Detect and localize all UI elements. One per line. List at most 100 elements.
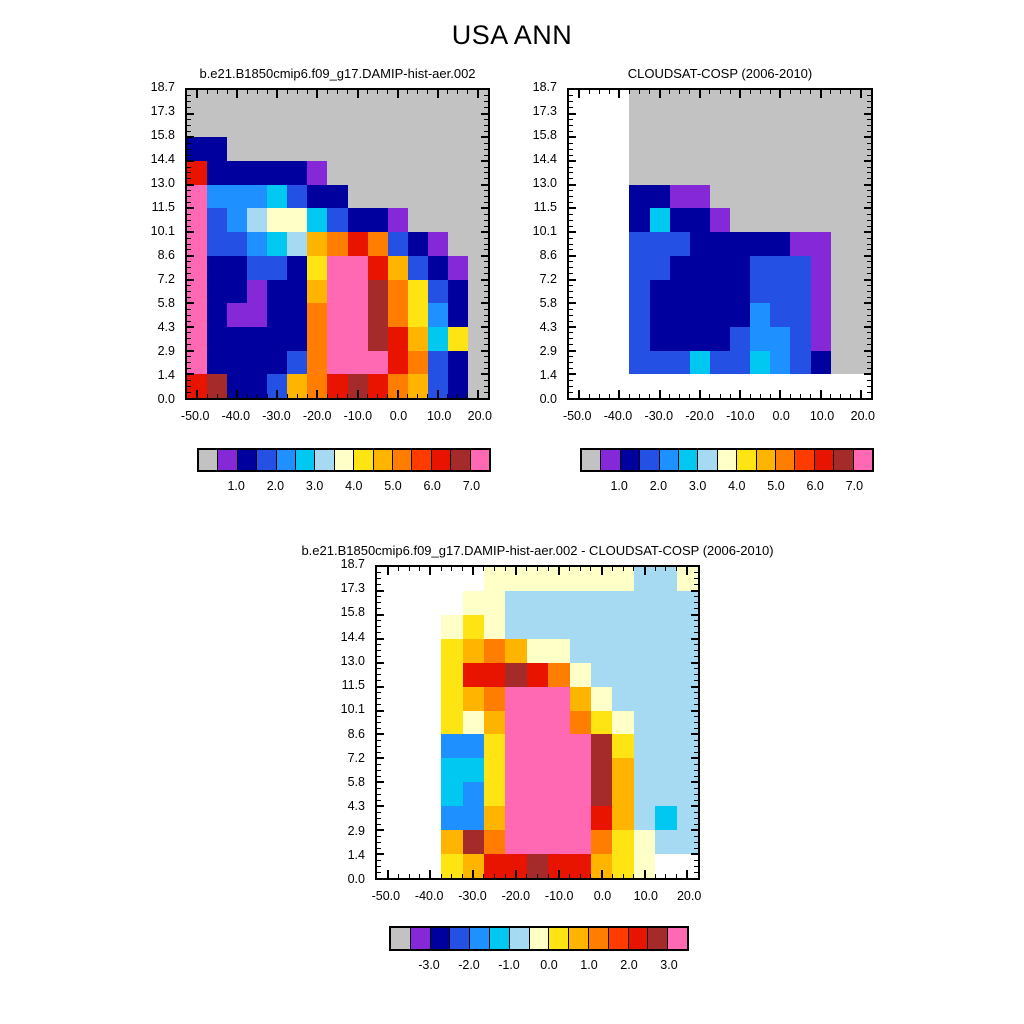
- heatmap-cell: [730, 232, 751, 256]
- axis-tick: [590, 567, 592, 571]
- heatmap-cell: [307, 374, 328, 398]
- axis-tick: [789, 90, 791, 94]
- heatmap-cell: [247, 184, 268, 209]
- colorbar-tick-label: 2.0: [649, 479, 668, 493]
- axis-tick: [472, 567, 475, 575]
- heatmap-cell: [387, 279, 408, 304]
- heatmap-cell: [655, 734, 677, 759]
- heatmap-cell: [676, 758, 698, 783]
- x-tick-label: 0.0: [772, 409, 790, 423]
- axis-tick: [504, 567, 506, 571]
- axis-tick: [694, 602, 698, 604]
- heatmap-cell: [467, 232, 488, 256]
- axis-tick: [417, 394, 419, 398]
- heatmap-cell: [790, 255, 811, 280]
- heatmap-cell: [612, 614, 634, 639]
- heatmap-cell: [655, 806, 677, 831]
- axis-tick: [569, 254, 576, 257]
- axis-tick: [377, 674, 381, 676]
- heatmap-cell: [327, 161, 348, 185]
- axis-tick: [694, 632, 698, 634]
- heatmap-cell: [484, 662, 506, 687]
- axis-tick: [187, 349, 194, 352]
- axis-tick: [187, 314, 191, 316]
- axis-tick: [569, 367, 573, 369]
- axis-tick: [286, 90, 288, 94]
- axis-tick: [377, 763, 381, 765]
- axis-tick: [484, 284, 488, 286]
- axis-tick: [698, 90, 701, 98]
- axis-tick: [377, 733, 384, 736]
- axis-tick: [779, 90, 782, 98]
- colorbar-segment-gray: [582, 450, 602, 470]
- axis-tick: [694, 763, 698, 765]
- heatmap-cell: [484, 806, 506, 831]
- y-tick-label: 5.8: [539, 296, 557, 310]
- axis-tick: [867, 314, 871, 316]
- heatmap-cell: [447, 374, 469, 398]
- heatmap-cell: [447, 137, 469, 162]
- axis-tick: [676, 567, 678, 571]
- axis-tick: [276, 390, 279, 398]
- axis-tick: [694, 650, 698, 652]
- heatmap-cell: [447, 303, 469, 328]
- heatmap-cell: [655, 590, 677, 615]
- heatmap-cell: [830, 255, 851, 280]
- heatmap-cell: [447, 208, 469, 233]
- heatmap-cell: [830, 303, 851, 328]
- axis-tick: [569, 142, 573, 144]
- axis-tick: [694, 745, 698, 747]
- colorbar-segment-blue: [640, 450, 660, 470]
- heatmap-cell: [629, 350, 650, 375]
- heatmap-cell: [790, 326, 811, 351]
- heatmap-cell: [207, 303, 228, 328]
- heatmap-cell: [327, 255, 348, 280]
- axis-tick: [377, 865, 381, 867]
- axis-tick: [187, 202, 191, 204]
- heatmap-cell: [569, 806, 592, 831]
- axis-tick: [850, 394, 852, 398]
- axis-tick: [840, 90, 842, 94]
- axis-tick: [377, 394, 379, 398]
- axis-tick: [729, 394, 731, 398]
- heatmap-cell: [484, 567, 506, 592]
- axis-tick: [867, 243, 871, 245]
- axis-tick: [484, 391, 488, 393]
- heatmap-cell: [347, 90, 368, 114]
- axis-tick: [569, 267, 573, 269]
- heatmap-cell: [247, 374, 268, 398]
- axis-tick: [377, 841, 381, 843]
- colorbar-segment-orange-red: [608, 928, 629, 949]
- heatmap-cell: [612, 710, 634, 735]
- axis-tick: [196, 390, 199, 398]
- axis-tick: [867, 273, 871, 275]
- heatmap-cell: [505, 734, 527, 759]
- heatmap-cell: [347, 374, 368, 398]
- heatmap-cell: [629, 326, 650, 351]
- heatmap-cell: [676, 710, 698, 735]
- axis-tick: [377, 668, 381, 670]
- heatmap-cell: [267, 255, 288, 280]
- axis-tick: [484, 119, 488, 121]
- heatmap-cell: [850, 184, 871, 209]
- heatmap-cell: [850, 326, 871, 351]
- axis-tick: [226, 90, 228, 94]
- heatmap-cell: [307, 208, 328, 233]
- axis-tick: [689, 90, 691, 94]
- axis-tick: [484, 166, 488, 168]
- axis-tick: [694, 751, 698, 753]
- colorbar-tick-label: 1.0: [610, 479, 628, 493]
- axis-tick: [377, 823, 381, 825]
- heatmap-cell: [649, 255, 670, 280]
- axis-tick: [377, 698, 381, 700]
- axis-tick: [694, 644, 698, 646]
- x-tick-label: -50.0: [562, 409, 592, 423]
- y-tick-label: 18.7: [340, 557, 365, 571]
- heatmap-cell: [830, 184, 851, 209]
- axis-tick: [694, 787, 698, 789]
- heatmap-cell: [750, 137, 771, 162]
- heatmap-cell: [770, 161, 791, 185]
- colorbar-segment-purple: [218, 450, 238, 470]
- colorbar-tick-label: -3.0: [418, 958, 440, 972]
- axis-tick: [347, 394, 349, 398]
